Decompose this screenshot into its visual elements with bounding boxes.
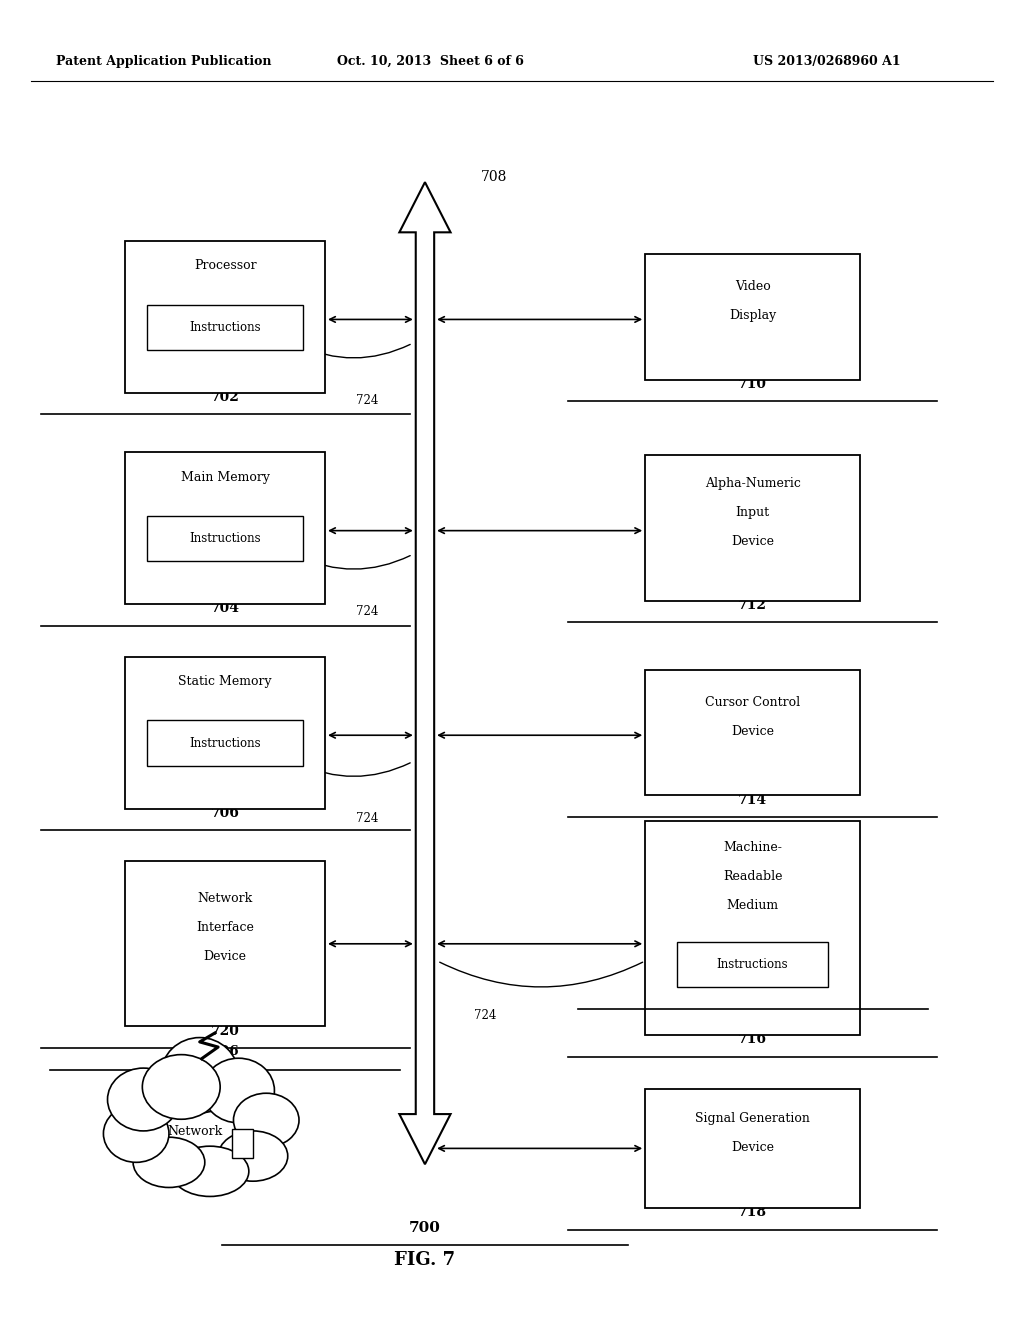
Text: Alpha-Numeric: Alpha-Numeric: [705, 477, 801, 490]
Text: Machine-: Machine-: [723, 841, 782, 854]
Text: Interface: Interface: [197, 921, 254, 935]
Bar: [232, 1129, 253, 1158]
Text: Input: Input: [735, 506, 770, 519]
Bar: [645, 821, 860, 1035]
Text: Instructions: Instructions: [189, 737, 261, 750]
Text: 726: 726: [212, 1045, 239, 1059]
Text: Static Memory: Static Memory: [178, 675, 272, 688]
Text: Device: Device: [204, 950, 247, 964]
Text: 724: 724: [474, 1008, 497, 1022]
Text: Display: Display: [729, 309, 776, 322]
Text: 714: 714: [738, 792, 767, 807]
Polygon shape: [399, 182, 451, 1164]
Bar: [125, 862, 326, 1027]
Bar: [645, 255, 860, 380]
Text: 724: 724: [356, 605, 379, 618]
Text: Processor: Processor: [194, 260, 257, 272]
Bar: [645, 1089, 860, 1208]
Text: Medium: Medium: [727, 899, 778, 912]
Bar: [147, 721, 303, 766]
Ellipse shape: [203, 1059, 274, 1123]
Text: Oct. 10, 2013  Sheet 6 of 6: Oct. 10, 2013 Sheet 6 of 6: [337, 55, 523, 67]
Text: Main Memory: Main Memory: [181, 471, 269, 483]
Ellipse shape: [233, 1093, 299, 1147]
Bar: [147, 516, 303, 561]
Text: Signal Generation: Signal Generation: [695, 1111, 810, 1125]
Ellipse shape: [133, 1138, 205, 1188]
Text: 710: 710: [738, 378, 767, 391]
Text: 720: 720: [211, 1024, 240, 1038]
Text: 708: 708: [481, 170, 508, 183]
Text: 704: 704: [211, 602, 240, 615]
Ellipse shape: [171, 1146, 249, 1196]
Text: 712: 712: [738, 598, 767, 612]
Text: 718: 718: [738, 1205, 767, 1220]
Bar: [678, 942, 827, 987]
Bar: [147, 305, 303, 350]
Ellipse shape: [142, 1055, 220, 1119]
Text: Instructions: Instructions: [189, 321, 261, 334]
Bar: [125, 240, 326, 393]
Bar: [125, 451, 326, 605]
Ellipse shape: [102, 1057, 297, 1192]
Text: Patent Application Publication: Patent Application Publication: [56, 55, 271, 67]
Text: Readable: Readable: [723, 870, 782, 883]
Text: 700: 700: [409, 1221, 441, 1236]
Bar: [645, 455, 860, 601]
Text: Network: Network: [167, 1125, 222, 1138]
Ellipse shape: [218, 1131, 288, 1181]
Ellipse shape: [161, 1038, 239, 1113]
Text: 722: 722: [739, 985, 766, 998]
Text: Device: Device: [731, 535, 774, 548]
Text: US 2013/0268960 A1: US 2013/0268960 A1: [754, 55, 901, 67]
Text: Network: Network: [198, 892, 253, 906]
Text: 724: 724: [356, 812, 379, 825]
Text: Instructions: Instructions: [189, 532, 261, 545]
Text: Video: Video: [735, 280, 770, 293]
Ellipse shape: [103, 1105, 169, 1163]
Text: FIG. 7: FIG. 7: [394, 1251, 456, 1270]
Text: Instructions: Instructions: [717, 958, 788, 972]
Text: 716: 716: [738, 1032, 767, 1047]
Text: Device: Device: [731, 725, 774, 738]
Text: 702: 702: [211, 391, 240, 404]
Bar: [645, 669, 860, 795]
Bar: [125, 656, 326, 808]
Text: Device: Device: [731, 1140, 774, 1154]
Text: 706: 706: [211, 805, 240, 820]
Text: 724: 724: [356, 393, 379, 407]
Ellipse shape: [108, 1068, 179, 1131]
Text: Cursor Control: Cursor Control: [706, 696, 800, 709]
